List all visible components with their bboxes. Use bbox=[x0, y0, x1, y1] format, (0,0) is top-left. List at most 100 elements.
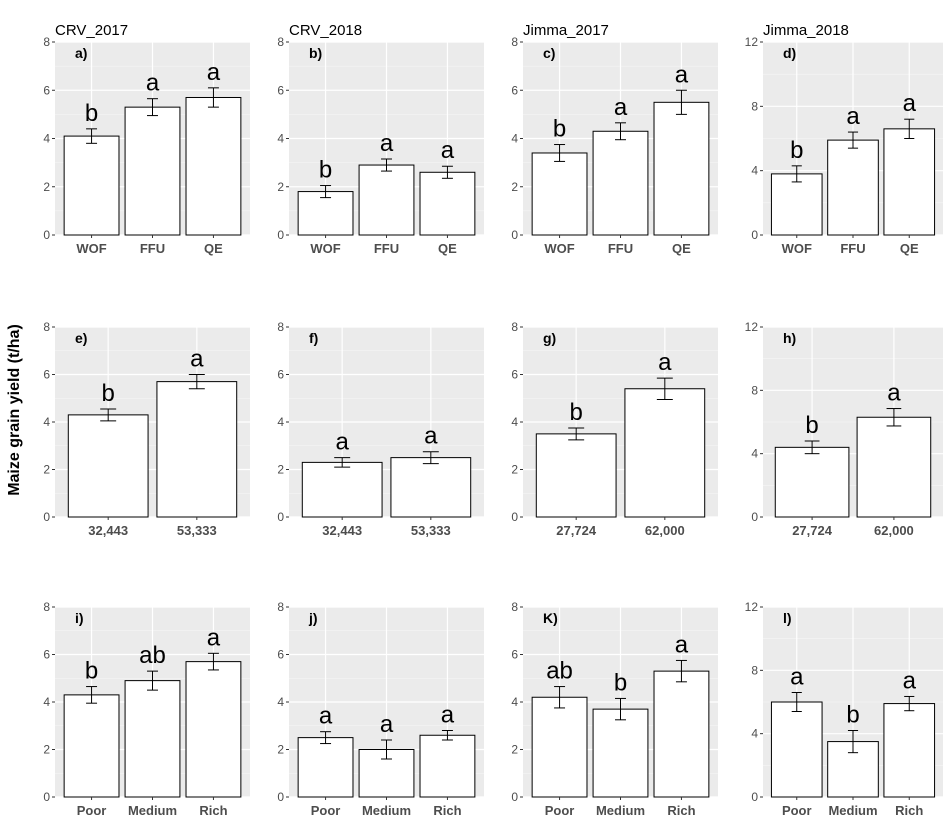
y-tick-label: 12 bbox=[745, 320, 759, 334]
significance-letter: ab bbox=[546, 658, 573, 685]
panel-label: h) bbox=[783, 330, 796, 346]
y-tick-label: 0 bbox=[511, 790, 518, 804]
significance-letter: a bbox=[380, 711, 394, 738]
panel-12: a b a 0 4 8 12 Poor Medium Rich l) bbox=[745, 600, 943, 818]
y-tick-label: 12 bbox=[745, 35, 759, 49]
x-tick-label: FFU bbox=[140, 241, 165, 256]
bar bbox=[358, 164, 415, 236]
significance-letter: b bbox=[846, 702, 859, 729]
y-axis-title-wrapper: Maize grain yield (t/ha) bbox=[2, 300, 28, 520]
significance-letter: a bbox=[887, 380, 901, 407]
y-tick-label: 4 bbox=[751, 164, 758, 178]
x-tick-label: Medium bbox=[128, 803, 177, 816]
bar bbox=[297, 191, 354, 236]
y-tick-label: 8 bbox=[277, 600, 284, 614]
y-tick-label: 4 bbox=[511, 415, 518, 429]
bar bbox=[653, 101, 710, 236]
significance-letter: a bbox=[675, 61, 689, 88]
y-tick-label: 0 bbox=[751, 510, 758, 524]
y-tick-label: 4 bbox=[751, 727, 758, 741]
y-tick-label: 6 bbox=[511, 83, 518, 97]
panel-label: f) bbox=[309, 330, 318, 346]
significance-letter: a bbox=[190, 346, 204, 373]
bar bbox=[531, 152, 588, 236]
bar bbox=[301, 461, 383, 518]
x-tick-label: Poor bbox=[545, 803, 575, 816]
significance-letter: b bbox=[553, 116, 566, 143]
bar bbox=[63, 135, 120, 236]
bar bbox=[67, 414, 149, 518]
panel-label: j) bbox=[308, 610, 318, 626]
y-tick-label: 2 bbox=[511, 180, 518, 194]
y-tick-label: 0 bbox=[277, 228, 284, 242]
panel-title: CRV_2018 bbox=[289, 22, 362, 39]
significance-letter: a bbox=[441, 702, 455, 729]
significance-letter: a bbox=[846, 103, 860, 130]
significance-letter: a bbox=[424, 423, 438, 450]
significance-letter: b bbox=[102, 380, 115, 407]
x-tick-label: QE bbox=[672, 241, 691, 256]
panel-2: b a a 0 2 4 6 8 WOF FFU QE b) CRV_2018 bbox=[277, 22, 484, 256]
x-tick-label: 32,443 bbox=[88, 523, 128, 538]
y-tick-label: 8 bbox=[511, 320, 518, 334]
x-tick-label: Medium bbox=[596, 803, 645, 816]
y-axis-title: Maize grain yield (t/ha) bbox=[6, 324, 23, 496]
x-tick-label: WOF bbox=[544, 241, 574, 256]
panel-label: d) bbox=[783, 45, 796, 61]
y-tick-label: 8 bbox=[277, 35, 284, 49]
significance-letter: ab bbox=[139, 642, 166, 669]
panel-label: g) bbox=[543, 330, 556, 346]
y-tick-label: 8 bbox=[511, 600, 518, 614]
bar bbox=[156, 381, 238, 518]
significance-letter: a bbox=[380, 130, 394, 157]
bar bbox=[124, 680, 181, 798]
y-tick-label: 6 bbox=[277, 368, 284, 382]
x-tick-label: QE bbox=[204, 241, 223, 256]
y-tick-label: 2 bbox=[511, 743, 518, 757]
panel-label: i) bbox=[75, 610, 84, 626]
x-tick-label: Medium bbox=[362, 803, 411, 816]
x-tick-label: 53,333 bbox=[177, 523, 217, 538]
y-tick-label: 4 bbox=[43, 132, 50, 146]
x-tick-label: WOF bbox=[310, 241, 340, 256]
panel-label: b) bbox=[309, 45, 322, 61]
y-tick-label: 6 bbox=[43, 368, 50, 382]
y-tick-label: 2 bbox=[277, 463, 284, 477]
significance-letter: b bbox=[570, 399, 583, 426]
y-tick-label: 8 bbox=[43, 320, 50, 334]
x-tick-label: Poor bbox=[311, 803, 341, 816]
bar bbox=[535, 433, 617, 518]
x-tick-label: 53,333 bbox=[411, 523, 451, 538]
bar bbox=[624, 388, 706, 518]
y-tick-label: 8 bbox=[751, 383, 758, 397]
y-tick-label: 2 bbox=[43, 180, 50, 194]
x-tick-label: Rich bbox=[433, 803, 461, 816]
bar bbox=[63, 694, 120, 798]
panel-label: l) bbox=[783, 610, 792, 626]
y-tick-label: 2 bbox=[277, 743, 284, 757]
y-tick-label: 2 bbox=[43, 463, 50, 477]
y-tick-label: 8 bbox=[511, 35, 518, 49]
y-tick-label: 8 bbox=[277, 320, 284, 334]
significance-letter: a bbox=[441, 137, 455, 164]
panel-6: a a 0 2 4 6 8 32,443 53,333 f) bbox=[277, 320, 484, 538]
significance-letter: a bbox=[658, 349, 672, 376]
panel-11: ab b a 0 2 4 6 8 Poor Medium Rich K) bbox=[511, 600, 718, 818]
y-tick-label: 4 bbox=[277, 415, 284, 429]
x-tick-label: Rich bbox=[895, 803, 923, 816]
y-tick-label: 6 bbox=[511, 648, 518, 662]
panel-label: a) bbox=[75, 45, 87, 61]
y-tick-label: 4 bbox=[511, 695, 518, 709]
bar bbox=[390, 457, 472, 518]
x-tick-label: 32,443 bbox=[322, 523, 362, 538]
y-tick-label: 0 bbox=[751, 790, 758, 804]
panel-4: b a a 0 4 8 12 WOF FFU QE d) Jimma_2018 bbox=[745, 22, 943, 256]
bar bbox=[419, 171, 476, 236]
bar bbox=[297, 737, 354, 798]
x-tick-label: 27,724 bbox=[556, 523, 597, 538]
y-tick-label: 0 bbox=[277, 790, 284, 804]
significance-letter: a bbox=[790, 664, 804, 691]
bar bbox=[827, 139, 879, 236]
bar bbox=[883, 128, 936, 236]
bar bbox=[124, 106, 181, 236]
